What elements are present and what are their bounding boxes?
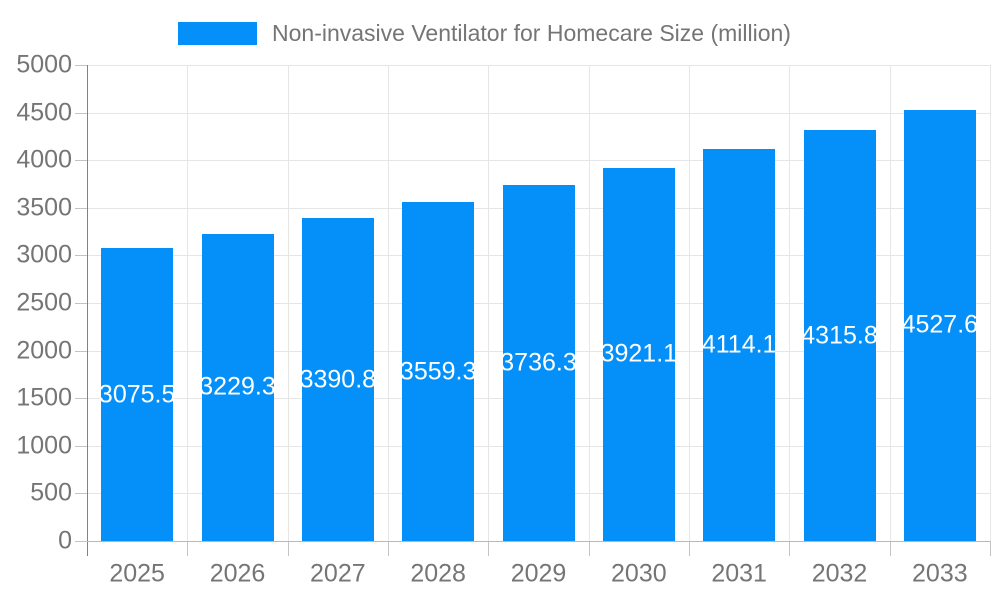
gridline-vertical [990, 65, 991, 541]
x-tick-label: 2031 [711, 559, 767, 588]
bar-value-label: 4527.6 [901, 310, 979, 339]
bar-value-label: 3736.3 [500, 348, 577, 377]
bar [101, 248, 174, 541]
x-tick-label: 2032 [811, 559, 868, 588]
y-tick-label: 0 [58, 526, 72, 555]
y-tick-label: 5000 [16, 50, 72, 79]
bar-value-label: 3229.3 [199, 372, 276, 401]
bar [502, 185, 575, 541]
gridline-horizontal [87, 160, 990, 162]
bar [402, 202, 475, 541]
bar [602, 167, 675, 541]
gridline-vertical [187, 65, 189, 541]
x-axis-tick [889, 541, 891, 556]
y-axis-tick [75, 207, 87, 209]
gridline-horizontal [87, 65, 990, 66]
y-tick-label: 2000 [16, 336, 72, 365]
x-tick-label: 2025 [109, 559, 165, 588]
bar [703, 149, 776, 541]
x-axis-tick [388, 541, 389, 556]
y-axis-tick [75, 160, 87, 162]
bar-value-label: 4315.8 [801, 321, 878, 350]
y-axis-tick [75, 541, 87, 542]
bar-value-label: 3921.1 [600, 339, 678, 368]
y-tick-label: 1000 [16, 431, 72, 460]
x-axis-tick [990, 541, 991, 556]
gridline-vertical [388, 65, 389, 541]
y-axis-tick [75, 255, 87, 257]
x-axis-tick [588, 541, 590, 556]
x-tick-label: 2027 [310, 559, 366, 588]
x-axis-tick [689, 541, 690, 556]
bar-value-label: 4114.1 [701, 330, 777, 359]
y-tick-label: 4000 [16, 145, 72, 174]
x-axis-tick [488, 541, 490, 556]
y-axis-tick [75, 112, 87, 114]
gridline-horizontal [87, 112, 990, 114]
y-tick-label: 4500 [16, 98, 72, 127]
bar [301, 218, 374, 541]
x-tick-label: 2033 [912, 559, 968, 588]
y-axis-tick [75, 65, 87, 66]
x-axis-tick [187, 541, 189, 556]
bar-value-label: 3075.5 [98, 380, 176, 409]
x-tick-label: 2026 [209, 559, 266, 588]
y-tick-label: 3500 [16, 193, 72, 222]
gridline-vertical [287, 65, 289, 541]
legend-swatch [178, 22, 257, 45]
bar [803, 130, 876, 541]
x-axis-line [87, 541, 990, 542]
bar-value-label: 3559.3 [399, 357, 477, 386]
x-axis-tick [287, 541, 289, 556]
x-axis-tick [789, 541, 791, 556]
y-axis-tick [75, 350, 87, 352]
y-axis-line [87, 65, 88, 556]
y-tick-label: 1500 [16, 383, 72, 412]
gridline-vertical [488, 65, 490, 541]
bar-value-label: 3390.8 [299, 365, 377, 394]
x-tick-label: 2028 [410, 559, 466, 588]
y-tick-label: 500 [30, 478, 72, 507]
y-axis-tick [75, 493, 87, 495]
bar [903, 109, 976, 541]
y-tick-label: 3000 [16, 240, 72, 269]
legend-label: Non-invasive Ventilator for Homecare Siz… [272, 20, 791, 46]
y-axis-tick [75, 445, 87, 447]
gridline-vertical [889, 65, 891, 541]
legend: Non-invasive Ventilator for Homecare Siz… [178, 20, 791, 47]
y-axis-tick [75, 303, 87, 304]
x-tick-label: 2029 [510, 559, 567, 588]
gridline-vertical [588, 65, 590, 541]
y-tick-label: 2500 [16, 288, 72, 317]
gridline-vertical [689, 65, 690, 541]
gridline-vertical [789, 65, 791, 541]
x-tick-label: 2030 [611, 559, 667, 588]
bar [201, 233, 274, 541]
y-axis-tick [75, 398, 87, 400]
